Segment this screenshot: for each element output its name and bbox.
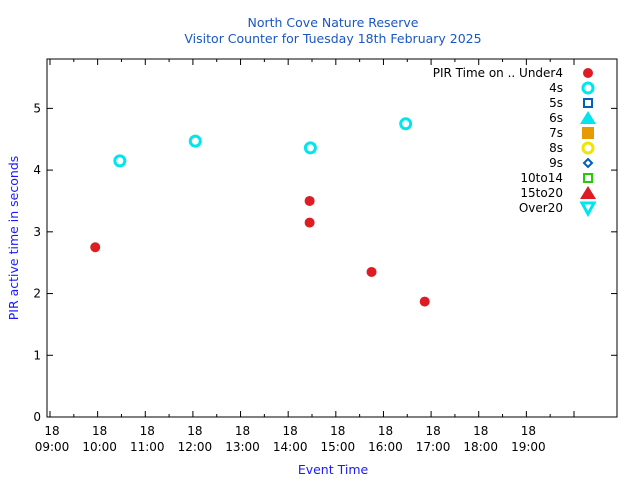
x-tick-time: 15:00 xyxy=(321,440,356,454)
legend-label: 6s xyxy=(549,111,563,125)
legend-marker xyxy=(583,173,593,183)
legend-label: Over20 xyxy=(519,201,563,215)
legend-label: 4s xyxy=(549,81,563,95)
plot-border xyxy=(46,58,618,418)
legend-label: PIR Time on .. Under4 xyxy=(433,66,563,80)
x-tick-time: 13:00 xyxy=(225,440,260,454)
x-tick-day: 18 xyxy=(92,424,107,438)
legend-label: 10to14 xyxy=(520,171,563,185)
data-point xyxy=(304,217,315,228)
legend-label: 15to20 xyxy=(520,186,563,200)
x-tick-day: 18 xyxy=(44,424,59,438)
x-tick-day: 18 xyxy=(425,424,440,438)
x-tick-time: 11:00 xyxy=(130,440,165,454)
x-tick-time: 16:00 xyxy=(368,440,403,454)
legend-marker xyxy=(580,186,596,199)
x-axis: 18 09:00 18 10:00 18 11:00 18 12:00 18 13:00 18 14:… xyxy=(35,59,575,454)
legend-marker xyxy=(581,141,595,155)
x-tick-time: 09:00 xyxy=(35,440,70,454)
legend: PIR Time on .. Under44s5s6s7s8s9s10to141… xyxy=(433,66,597,218)
legend-marker xyxy=(579,201,597,218)
x-tick-time: 19:00 xyxy=(511,440,546,454)
x-tick-day: 18 xyxy=(283,424,298,438)
x-tick-time: 14:00 xyxy=(273,440,308,454)
data-point xyxy=(303,141,317,155)
y-tick-label: 0 xyxy=(33,410,41,424)
x-tick-time: 17:00 xyxy=(416,440,451,454)
legend-marker xyxy=(582,157,594,169)
y-tick-label: 1 xyxy=(33,348,41,362)
y-tick-label: 3 xyxy=(33,225,41,239)
x-tick-day: 18 xyxy=(521,424,536,438)
y-tick-label: 2 xyxy=(33,287,41,301)
legend-label: 7s xyxy=(549,126,563,140)
x-tick-time: 10:00 xyxy=(82,440,117,454)
x-tick-day: 18 xyxy=(330,424,345,438)
legend-label: 8s xyxy=(549,141,563,155)
data-point xyxy=(399,117,413,131)
data-point xyxy=(90,242,101,253)
legend-marker xyxy=(582,127,594,139)
data-points xyxy=(90,117,430,307)
y-axis: 0 1 2 3 4 5 xyxy=(33,101,617,424)
x-tick-time: 18:00 xyxy=(463,440,498,454)
x-tick-day: 18 xyxy=(235,424,250,438)
legend-marker xyxy=(581,81,595,95)
data-point xyxy=(419,296,430,307)
legend-marker xyxy=(583,98,593,108)
x-tick-time: 12:00 xyxy=(178,440,213,454)
x-tick-day: 18 xyxy=(187,424,202,438)
legend-marker xyxy=(583,68,593,78)
y-axis-label: PIR active time in seconds xyxy=(6,156,21,321)
x-tick-day: 18 xyxy=(473,424,488,438)
x-tick-day: 18 xyxy=(140,424,155,438)
x-axis-label: Event Time xyxy=(298,462,369,477)
data-point xyxy=(304,195,315,206)
legend-label: 5s xyxy=(549,96,563,110)
data-point xyxy=(113,154,127,168)
legend-marker xyxy=(580,111,596,124)
y-tick-label: 4 xyxy=(33,163,41,177)
data-point xyxy=(188,134,202,148)
x-tick-day: 18 xyxy=(378,424,393,438)
legend-label: 9s xyxy=(549,156,563,170)
chart-title: North Cove Nature Reserve xyxy=(248,15,419,30)
y-tick-label: 5 xyxy=(33,101,41,115)
data-point xyxy=(366,266,377,277)
chart-subtitle: Visitor Counter for Tuesday 18th Februar… xyxy=(184,31,481,46)
